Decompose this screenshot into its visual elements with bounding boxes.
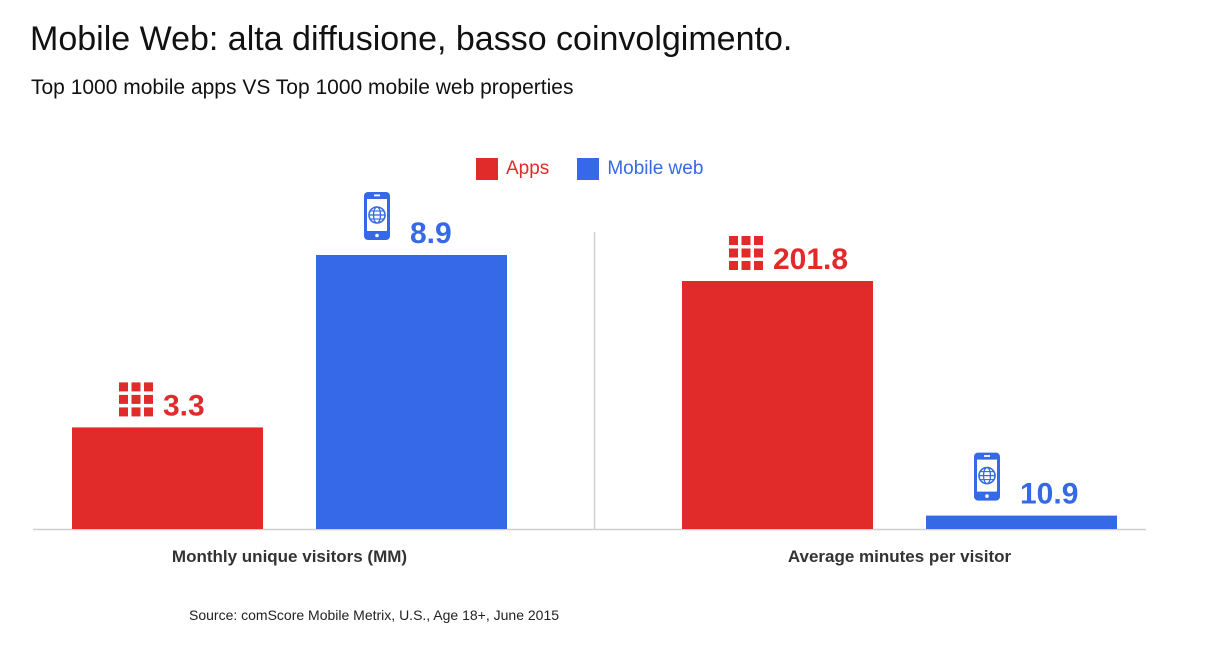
mobile-globe-icon-1 [364, 192, 390, 240]
value-label-mobile-web-2: 10.9 [1020, 478, 1078, 511]
value-label-apps-1: 3.3 [163, 389, 205, 422]
mobile-globe-icon-2 [974, 452, 1000, 501]
bar-apps-1 [72, 427, 263, 529]
app-grid-icon-2 [729, 236, 763, 270]
bar-apps-2 [682, 281, 873, 529]
legend-swatch-mobile-web [577, 158, 600, 180]
value-label-mobile-web-1: 8.9 [410, 217, 452, 250]
x-axis-label-1: Monthly unique visitors (MM) [172, 547, 407, 566]
page-title: Mobile Web: alta diffusione, basso coinv… [30, 20, 793, 58]
legend-label-apps: Apps [506, 158, 550, 179]
bar-mobile-web-1 [316, 255, 507, 529]
legend-item-mobile-web: Mobile web [577, 158, 703, 180]
legend-item-apps: Apps [476, 158, 549, 180]
page-subtitle: Top 1000 mobile apps VS Top 1000 mobile … [31, 76, 574, 99]
bar-mobile-web-2 [926, 515, 1117, 529]
app-grid-icon-1 [119, 382, 153, 417]
legend-swatch-apps [476, 158, 498, 180]
source-note: Source: comScore Mobile Metrix, U.S., Ag… [189, 607, 560, 623]
value-label-apps-2: 201.8 [773, 243, 848, 276]
legend: Apps Mobile web [476, 158, 723, 180]
legend-label-mobile-web: Mobile web [607, 158, 704, 179]
x-axis-label-2: Average minutes per visitor [788, 547, 1012, 566]
